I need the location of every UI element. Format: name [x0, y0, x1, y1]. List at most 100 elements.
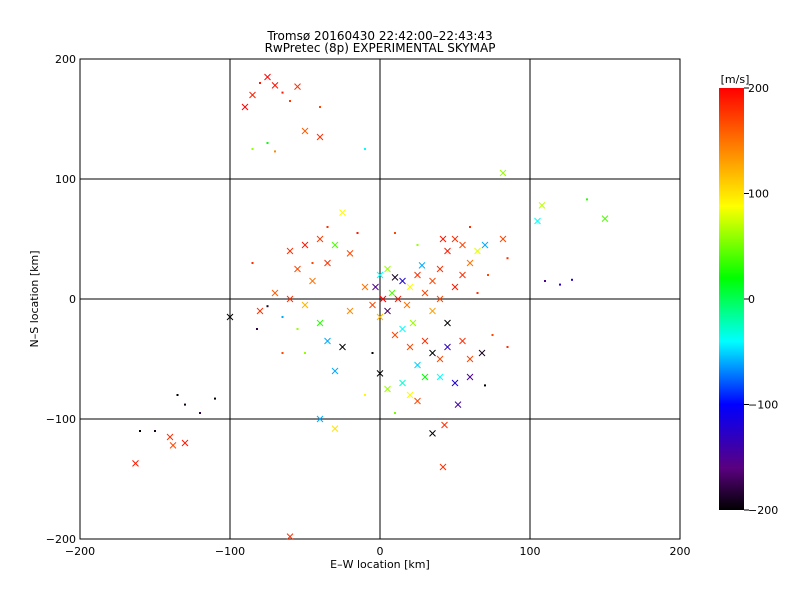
- data-point-cross: [414, 397, 421, 405]
- data-point-dot: [304, 352, 306, 354]
- data-point-dot: [154, 430, 156, 432]
- data-point-cross: [166, 433, 174, 441]
- data-point-cross: [339, 343, 346, 351]
- data-point-cross: [316, 415, 324, 423]
- data-point-cross: [406, 343, 414, 351]
- data-point-cross: [241, 103, 249, 111]
- data-point-cross: [324, 259, 331, 267]
- data-point-cross: [454, 401, 462, 408]
- data-point-cross: [429, 307, 436, 315]
- data-point-cross: [414, 271, 421, 279]
- x-tick-label: 100: [520, 545, 541, 558]
- data-point-cross: [331, 425, 339, 432]
- data-point-dot: [326, 226, 329, 228]
- data-point-cross: [459, 337, 466, 345]
- data-point-cross: [451, 379, 459, 387]
- colorbar-tick-label: 0: [748, 293, 755, 306]
- data-point-dot: [311, 262, 314, 264]
- data-point-dot: [319, 106, 321, 108]
- data-point-cross: [294, 83, 301, 90]
- data-point-cross: [286, 247, 294, 255]
- data-point-cross: [439, 235, 447, 243]
- data-point-cross: [421, 373, 429, 381]
- data-point-cross: [346, 250, 354, 257]
- data-point-cross: [499, 169, 507, 177]
- data-point-cross: [499, 235, 507, 243]
- data-point-dot: [394, 412, 396, 414]
- data-point-cross: [394, 295, 402, 303]
- colorbar-tick-label: −200: [748, 504, 778, 517]
- data-point-cross: [444, 343, 451, 351]
- data-point-cross: [451, 283, 459, 291]
- chart-title: Tromsø 20160430 22:42:00–22:43:43: [267, 29, 493, 43]
- data-point-cross: [414, 361, 421, 369]
- data-point-cross: [406, 283, 414, 291]
- data-point-dot: [184, 403, 186, 406]
- data-point-cross: [132, 460, 139, 467]
- data-point-cross: [369, 301, 376, 309]
- colorbar-tick-label: −100: [748, 399, 778, 412]
- data-point-cross: [316, 133, 324, 141]
- data-point-cross: [406, 391, 414, 399]
- data-point-dot: [139, 430, 141, 432]
- data-point-dot: [256, 328, 258, 330]
- data-point-cross: [372, 283, 379, 291]
- data-point-cross: [421, 289, 429, 297]
- x-tick-label: 200: [670, 545, 691, 558]
- data-point-cross: [436, 295, 444, 303]
- data-point-dot: [266, 305, 269, 308]
- colorbar-tick-label: 100: [748, 188, 769, 201]
- data-point-dot: [251, 148, 254, 150]
- data-point-dot: [586, 198, 588, 201]
- data-point-dot: [274, 150, 276, 153]
- x-axis-label: E–W location [km]: [330, 558, 430, 571]
- data-point-cross: [376, 370, 384, 377]
- data-point-cross: [301, 301, 309, 309]
- y-tick-labels: −200 −100 0 100 200: [46, 53, 76, 546]
- data-point-cross: [391, 274, 399, 281]
- data-point-dot: [281, 316, 284, 318]
- data-point-cross: [429, 430, 436, 437]
- data-point-dot: [364, 394, 366, 396]
- grid-lines: [80, 59, 680, 539]
- data-point-cross: [301, 241, 309, 249]
- data-point-cross: [256, 307, 264, 315]
- data-point-cross: [444, 319, 451, 327]
- x-tick-labels: −200 −100 0 100 200: [65, 545, 691, 558]
- data-point-cross: [409, 319, 417, 327]
- data-point-dot: [259, 82, 261, 84]
- y-tick-label: −100: [46, 413, 76, 426]
- data-point-dot: [266, 142, 269, 144]
- data-point-cross: [466, 355, 474, 363]
- data-points: [132, 73, 609, 540]
- data-point-cross: [376, 313, 384, 321]
- data-point-dot: [176, 394, 179, 396]
- data-point-cross: [384, 385, 391, 393]
- data-point-cross: [439, 463, 447, 471]
- data-point-cross: [538, 202, 546, 209]
- data-point-dot: [544, 280, 546, 282]
- data-point-cross: [466, 373, 474, 381]
- data-point-dot: [476, 292, 479, 294]
- data-point-cross: [601, 215, 609, 222]
- x-tick-label: −200: [65, 545, 95, 558]
- data-point-cross: [226, 313, 234, 321]
- data-point-cross: [316, 235, 324, 243]
- data-point-cross: [399, 379, 406, 387]
- data-point-dot: [371, 352, 374, 354]
- data-point-cross: [169, 442, 177, 449]
- data-point-cross: [399, 325, 406, 333]
- data-point-dot: [469, 226, 471, 228]
- data-point-cross: [309, 277, 316, 285]
- data-point-cross: [264, 73, 271, 81]
- data-point-dot: [571, 278, 573, 281]
- data-point-cross: [339, 209, 346, 216]
- data-point-cross: [331, 367, 339, 375]
- data-point-cross: [399, 277, 406, 285]
- data-point-cross: [441, 421, 448, 429]
- data-point-cross: [286, 533, 294, 540]
- data-point-cross: [286, 295, 294, 303]
- data-point-dot: [296, 328, 299, 330]
- data-point-cross: [294, 265, 301, 273]
- data-point-cross: [391, 331, 399, 339]
